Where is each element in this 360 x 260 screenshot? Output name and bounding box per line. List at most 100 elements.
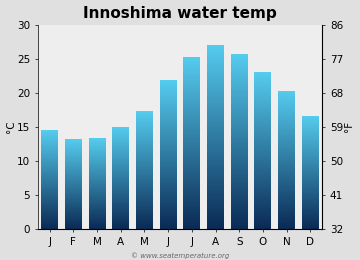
Bar <box>207 145 224 146</box>
Bar <box>65 196 82 197</box>
Bar <box>159 114 177 115</box>
Bar <box>159 130 177 131</box>
Bar <box>302 220 319 221</box>
Bar <box>159 187 177 188</box>
Bar <box>41 147 58 148</box>
Bar <box>136 119 153 120</box>
Bar <box>183 144 201 145</box>
Bar <box>65 193 82 194</box>
Bar <box>112 177 129 178</box>
Bar <box>231 205 248 206</box>
Bar <box>302 202 319 203</box>
Bar <box>207 141 224 142</box>
Bar <box>278 121 295 122</box>
Bar <box>41 185 58 186</box>
Bar <box>278 142 295 143</box>
Bar <box>231 126 248 127</box>
Bar <box>255 204 271 205</box>
Bar <box>112 151 129 152</box>
Bar <box>302 199 319 200</box>
Bar <box>136 189 153 190</box>
Bar <box>302 158 319 159</box>
Bar <box>183 153 201 154</box>
Bar <box>278 122 295 123</box>
Bar <box>183 149 201 150</box>
Bar <box>278 110 295 111</box>
Bar <box>302 139 319 140</box>
Bar <box>65 170 82 171</box>
Bar <box>89 177 105 178</box>
Bar <box>255 227 271 228</box>
Bar <box>159 86 177 87</box>
Bar <box>207 70 224 71</box>
Bar <box>302 228 319 229</box>
Bar <box>278 115 295 116</box>
Bar <box>112 219 129 220</box>
Bar <box>231 206 248 207</box>
Bar <box>159 137 177 138</box>
Bar <box>255 212 271 213</box>
Bar <box>183 65 201 66</box>
Bar <box>207 164 224 165</box>
Bar <box>89 165 105 166</box>
Bar <box>302 133 319 134</box>
Bar <box>231 171 248 172</box>
Bar <box>112 155 129 156</box>
Bar <box>183 168 201 169</box>
Bar <box>278 165 295 166</box>
Bar <box>159 94 177 95</box>
Bar <box>183 157 201 158</box>
Bar <box>302 169 319 170</box>
Bar <box>207 87 224 88</box>
Bar <box>278 137 295 138</box>
Bar <box>89 138 105 139</box>
Bar <box>207 57 224 58</box>
Bar <box>41 162 58 163</box>
Bar <box>255 75 271 76</box>
Bar <box>255 167 271 168</box>
Bar <box>65 195 82 196</box>
Bar <box>183 169 201 170</box>
Bar <box>41 196 58 197</box>
Bar <box>207 149 224 150</box>
Bar <box>302 151 319 152</box>
Bar <box>112 188 129 189</box>
Bar <box>183 221 201 222</box>
Bar <box>207 163 224 164</box>
Bar <box>302 203 319 204</box>
Bar <box>159 197 177 198</box>
Bar <box>278 161 295 162</box>
Bar <box>231 173 248 174</box>
Bar <box>41 211 58 212</box>
Bar <box>302 215 319 216</box>
Bar <box>207 51 224 52</box>
Bar <box>159 105 177 106</box>
Bar <box>302 216 319 217</box>
Bar <box>136 175 153 176</box>
Bar <box>159 110 177 111</box>
Bar <box>112 183 129 184</box>
Bar <box>136 187 153 188</box>
Bar <box>207 203 224 204</box>
Bar <box>112 175 129 176</box>
Bar <box>136 146 153 147</box>
Bar <box>183 111 201 112</box>
Bar <box>41 226 58 227</box>
Bar <box>136 111 153 112</box>
Bar <box>302 213 319 214</box>
Bar <box>136 223 153 224</box>
Bar <box>89 156 105 157</box>
Bar <box>255 128 271 129</box>
Bar <box>65 178 82 179</box>
Bar <box>231 139 248 140</box>
Bar <box>89 224 105 225</box>
Bar <box>278 211 295 212</box>
Bar <box>136 205 153 206</box>
Bar <box>65 205 82 206</box>
Bar <box>302 187 319 188</box>
Bar <box>231 163 248 164</box>
Bar <box>231 114 248 115</box>
Bar <box>41 192 58 193</box>
Bar <box>207 213 224 214</box>
Bar <box>183 75 201 76</box>
